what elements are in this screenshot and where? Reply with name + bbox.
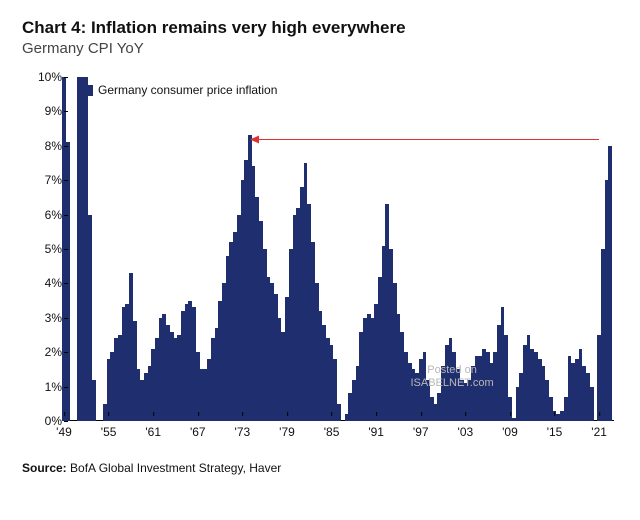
chart-title: Chart 4: Inflation remains very high eve… bbox=[22, 18, 618, 38]
x-tick: '79 bbox=[279, 425, 295, 439]
annotation-arrow bbox=[259, 139, 599, 140]
annotation-arrow-head bbox=[250, 135, 259, 143]
legend-swatch bbox=[82, 85, 93, 96]
bar bbox=[92, 380, 96, 421]
y-tick: 8% bbox=[22, 139, 62, 153]
x-tick: '85 bbox=[324, 425, 340, 439]
x-tick: '55 bbox=[101, 425, 117, 439]
x-tick: '15 bbox=[547, 425, 563, 439]
x-tick: '09 bbox=[502, 425, 518, 439]
legend-label: Germany consumer price inflation bbox=[98, 83, 277, 97]
y-tick: 9% bbox=[22, 104, 62, 118]
bar bbox=[337, 404, 341, 421]
bar bbox=[590, 387, 594, 421]
bar bbox=[608, 146, 612, 421]
x-tick: '73 bbox=[235, 425, 251, 439]
x-tick: '67 bbox=[190, 425, 206, 439]
x-tick: '97 bbox=[413, 425, 429, 439]
source-line: Source: BofA Global Investment Strategy,… bbox=[22, 461, 618, 475]
y-tick: 1% bbox=[22, 380, 62, 394]
y-tick: 3% bbox=[22, 311, 62, 325]
y-tick: 5% bbox=[22, 242, 62, 256]
source-label: Source: bbox=[22, 461, 67, 475]
y-tick: 10% bbox=[22, 70, 62, 84]
plot-area bbox=[64, 77, 614, 421]
y-tick: 6% bbox=[22, 208, 62, 222]
x-tick: '61 bbox=[145, 425, 161, 439]
source-text: BofA Global Investment Strategy, Haver bbox=[70, 461, 281, 475]
x-tick: '49 bbox=[56, 425, 72, 439]
chart-container: Germany consumer price inflation 0%1%2%3… bbox=[22, 67, 618, 447]
y-tick: 4% bbox=[22, 276, 62, 290]
legend: Germany consumer price inflation bbox=[82, 83, 277, 97]
bar bbox=[66, 142, 70, 421]
chart-subtitle: Germany CPI YoY bbox=[22, 40, 618, 57]
x-tick: '03 bbox=[458, 425, 474, 439]
y-tick: 2% bbox=[22, 345, 62, 359]
y-tick: 7% bbox=[22, 173, 62, 187]
x-tick: '21 bbox=[591, 425, 607, 439]
x-tick: '91 bbox=[368, 425, 384, 439]
